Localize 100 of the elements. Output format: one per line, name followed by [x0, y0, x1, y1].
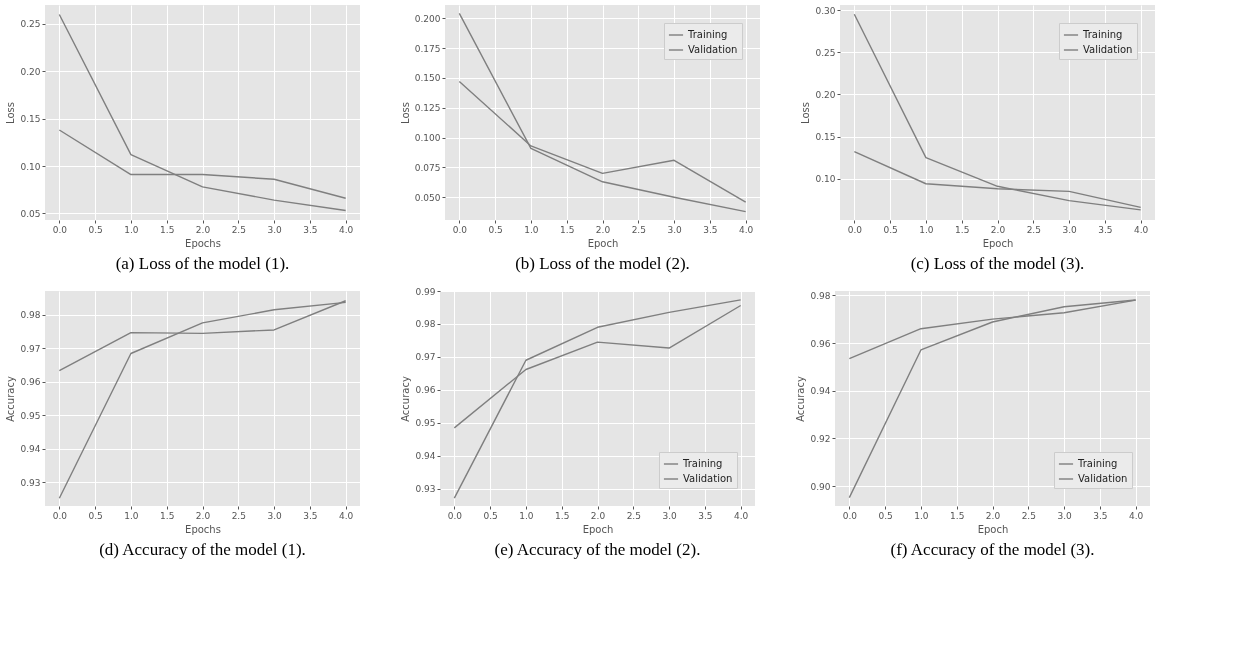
x-tick-label: 3.0 — [267, 510, 283, 521]
x-tick-label: 3.5 — [303, 224, 318, 235]
y-tick-label: 0.98 — [810, 290, 831, 301]
x-tick-label: 3.5 — [698, 510, 713, 521]
x-tick-label: 0.5 — [88, 510, 103, 521]
y-tick-label: 0.90 — [810, 481, 831, 492]
y-tick-label: 0.100 — [414, 133, 441, 144]
x-tick-label: 0.0 — [452, 224, 468, 235]
x-tick-label: 4.0 — [1129, 510, 1144, 521]
x-tick-label: 2.5 — [1026, 224, 1041, 235]
text: (f) Accuracy of the model (3). — [890, 540, 1095, 559]
y-axis-title: Accuracy — [5, 376, 17, 422]
y-tick-label: 0.20 — [815, 89, 836, 100]
y-tick-label: 0.97 — [20, 343, 41, 354]
x-tick-label: 0.5 — [88, 224, 103, 235]
x-tick-label: 0.5 — [883, 224, 898, 235]
legend-label: Validation — [683, 473, 733, 484]
x-tick-label: 0.0 — [447, 510, 463, 521]
legend-label: Validation — [688, 44, 738, 55]
y-tick-label: 0.200 — [414, 13, 441, 24]
x-tick-label: 1.0 — [524, 224, 539, 235]
x-tick-label: 3.5 — [303, 510, 318, 521]
y-tick-label: 0.150 — [414, 73, 441, 84]
x-tick-label: 4.0 — [1134, 224, 1149, 235]
x-tick-label: 0.5 — [483, 510, 498, 521]
x-tick-label: 0.5 — [488, 224, 503, 235]
x-tick-label: 3.0 — [1057, 510, 1073, 521]
x-tick-label: 3.0 — [667, 224, 683, 235]
x-tick-label: 2.0 — [595, 224, 611, 235]
y-tick-label: 0.94 — [20, 444, 41, 455]
y-tick-label: 0.15 — [815, 132, 836, 143]
y-tick-label: 0.96 — [810, 338, 831, 349]
x-tick-label: 0.0 — [842, 510, 858, 521]
legend-label: Validation — [1083, 44, 1133, 55]
y-tick-label: 0.05 — [20, 208, 41, 219]
y-tick-label: 0.99 — [415, 286, 436, 297]
y-tick-label: 0.96 — [20, 377, 41, 388]
y-tick-label: 0.125 — [414, 103, 441, 114]
x-axis-title: Epoch — [587, 237, 619, 249]
x-tick-label: 0.0 — [847, 224, 863, 235]
x-tick-label: 4.0 — [739, 224, 754, 235]
y-tick-label: 0.10 — [815, 174, 836, 185]
x-tick-label: 3.0 — [1062, 224, 1078, 235]
x-tick-label: 2.0 — [990, 224, 1006, 235]
y-tick-label: 0.175 — [414, 43, 441, 54]
x-axis-title: Epoch — [977, 523, 1009, 535]
x-tick-label: 1.5 — [950, 510, 965, 521]
x-tick-label: 2.5 — [231, 510, 246, 521]
x-tick-label: 1.5 — [555, 510, 570, 521]
x-axis-title: Epoch — [982, 237, 1014, 249]
x-tick-label: 4.0 — [339, 224, 354, 235]
y-tick-label: 0.93 — [415, 484, 436, 495]
x-tick-label: 1.0 — [519, 510, 534, 521]
text: (b) Loss of the model (2). — [515, 254, 690, 273]
x-axis-title: Epochs — [185, 523, 221, 535]
x-tick-label: 3.0 — [662, 510, 678, 521]
y-tick-label: 0.25 — [20, 19, 41, 30]
x-tick-label: 1.0 — [124, 510, 139, 521]
text: (c) Loss of the model (3). — [910, 254, 1085, 273]
y-tick-label: 0.96 — [415, 385, 436, 396]
x-tick-label: 0.0 — [52, 510, 68, 521]
y-tick-label: 0.94 — [810, 386, 831, 397]
x-tick-label: 4.0 — [339, 510, 354, 521]
x-tick-label: 1.5 — [160, 224, 175, 235]
y-tick-label: 0.98 — [415, 319, 436, 330]
x-tick-label: 4.0 — [734, 510, 749, 521]
legend-label: Training — [1077, 458, 1118, 469]
x-axis-title: Epochs — [185, 237, 221, 249]
y-tick-label: 0.93 — [20, 477, 41, 488]
y-axis-title: Loss — [5, 102, 17, 124]
x-axis-title: Epoch — [582, 523, 614, 535]
x-tick-label: 3.0 — [267, 224, 283, 235]
y-axis-title: Accuracy — [795, 376, 807, 422]
x-tick-label: 2.0 — [985, 510, 1001, 521]
text: (d) Accuracy of the model (1). — [99, 540, 306, 559]
x-tick-label: 2.5 — [231, 224, 246, 235]
legend-label: Training — [687, 29, 728, 40]
x-tick-label: 1.0 — [124, 224, 139, 235]
y-tick-label: 0.95 — [20, 410, 41, 421]
x-tick-label: 2.0 — [195, 224, 211, 235]
x-tick-label: 2.5 — [1021, 510, 1036, 521]
text: (a) Loss of the model (1). — [115, 254, 290, 273]
y-axis-title: Loss — [800, 102, 812, 124]
x-tick-label: 1.5 — [160, 510, 175, 521]
legend-label: Validation — [1078, 473, 1128, 484]
x-tick-label: 2.0 — [195, 510, 211, 521]
legend-label: Training — [1082, 29, 1123, 40]
y-tick-label: 0.050 — [414, 192, 441, 203]
y-tick-label: 0.94 — [415, 451, 436, 462]
y-tick-label: 0.92 — [810, 433, 831, 444]
y-tick-label: 0.30 — [815, 5, 836, 16]
y-tick-label: 0.075 — [414, 162, 441, 173]
x-tick-label: 2.5 — [631, 224, 646, 235]
x-tick-label: 0.0 — [52, 224, 68, 235]
x-tick-label: 0.5 — [878, 510, 893, 521]
y-tick-label: 0.95 — [415, 418, 436, 429]
legend-label: Training — [682, 458, 723, 469]
x-tick-label: 1.0 — [914, 510, 929, 521]
text: (e) Accuracy of the model (2). — [494, 540, 701, 559]
y-tick-label: 0.10 — [20, 161, 41, 172]
